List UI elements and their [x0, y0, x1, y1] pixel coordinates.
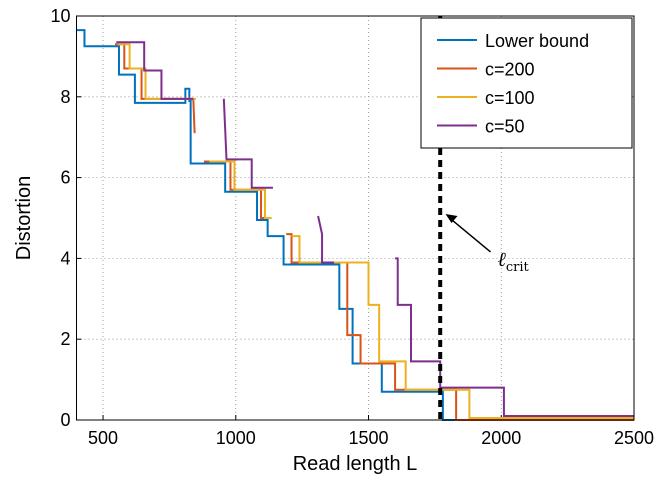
legend-label: Lower bound [485, 31, 589, 51]
x-axis-label: Read length L [293, 453, 418, 475]
series-line [117, 43, 634, 419]
x-tick-label: 2500 [614, 428, 654, 448]
arrow-head [445, 213, 458, 223]
y-tick-label: 6 [60, 168, 70, 188]
plot-frame [76, 15, 635, 421]
legend-label: c=50 [485, 117, 525, 137]
annotation: ℓcrit [498, 247, 530, 275]
y-axis-label: Distortion [13, 176, 35, 260]
series-line [116, 41, 634, 417]
x-tick-label: 1000 [216, 428, 256, 448]
legend-label: c=100 [485, 88, 535, 108]
legend-label: c=200 [485, 60, 535, 80]
x-tick-label: 500 [88, 428, 118, 448]
y-tick-label: 10 [50, 6, 70, 26]
y-tick-label: 0 [60, 410, 70, 430]
y-tick-label: 8 [60, 87, 70, 107]
series-line [76, 29, 634, 421]
annotation-arrow [449, 217, 491, 253]
x-tick-label: 1500 [349, 428, 389, 448]
y-tick-label: 2 [60, 329, 70, 349]
y-tick-label: 4 [60, 248, 70, 268]
annotation-symbol: ℓ [498, 247, 507, 271]
x-tick-label: 2000 [481, 428, 521, 448]
annotation-subscript: crit [506, 260, 530, 275]
